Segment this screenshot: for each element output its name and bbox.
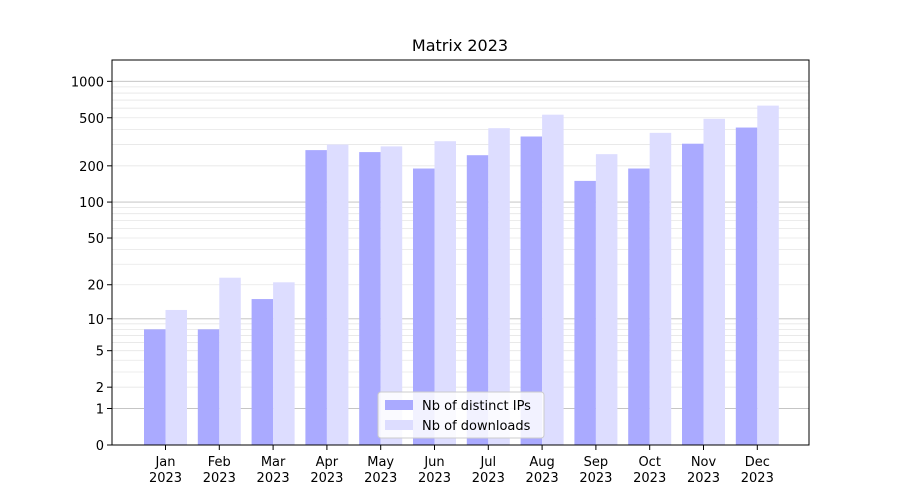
bar-distinct-ips <box>520 136 543 446</box>
x-tick-label-month: May <box>367 455 394 470</box>
bar-downloads <box>380 146 403 446</box>
bar-distinct-ips <box>305 150 327 446</box>
x-tick-label-month: Feb <box>208 455 231 470</box>
bar-downloads <box>542 114 564 446</box>
y-tick-label: 50 <box>87 232 104 247</box>
y-tick-label: 1000 <box>71 75 104 90</box>
x-tick-label-year: 2023 <box>687 471 720 486</box>
x-tick-label-year: 2023 <box>257 471 290 486</box>
plot-frame <box>111 59 810 446</box>
y-tick-label: 0 <box>96 439 104 454</box>
bar-downloads <box>649 132 672 445</box>
x-tick-label-year: 2023 <box>741 471 774 486</box>
bar-downloads <box>326 144 349 445</box>
y-tick-label: 500 <box>79 112 104 127</box>
bars <box>144 105 779 446</box>
bar-downloads <box>595 154 618 445</box>
legend-swatch <box>385 400 413 410</box>
x-tick-label-year: 2023 <box>526 471 559 486</box>
y-tick-label: 200 <box>79 160 104 175</box>
x-tick-label-year: 2023 <box>472 471 505 486</box>
bar-downloads <box>488 128 510 446</box>
bar-distinct-ips <box>682 143 704 445</box>
x-tick-label-year: 2023 <box>418 471 451 486</box>
x-tick-label-month: Jul <box>479 455 496 470</box>
bar-distinct-ips <box>466 155 489 446</box>
legend-label: Nb of downloads <box>422 419 531 434</box>
bar-distinct-ips <box>628 168 650 446</box>
legend-label: Nb of distinct IPs <box>422 399 531 414</box>
x-tick-label-month: Jun <box>423 455 444 470</box>
legend-box <box>377 391 545 439</box>
bar-downloads <box>219 277 241 445</box>
bar-distinct-ips <box>413 168 435 446</box>
x-tick-label-month: Sep <box>584 455 609 470</box>
y-tick-label: 5 <box>96 345 104 360</box>
bar-distinct-ips <box>359 152 381 445</box>
x-tick-label-month: Aug <box>529 455 554 470</box>
bar-downloads <box>703 118 725 446</box>
bar-downloads <box>273 282 295 445</box>
x-tick-label-year: 2023 <box>310 471 343 486</box>
y-tick-label: 1 <box>96 403 104 418</box>
bar-downloads <box>757 105 779 446</box>
x-tick-label-year: 2023 <box>203 471 236 486</box>
bar-distinct-ips <box>197 329 220 445</box>
y-axis: 0 1 2 5 10 20 50 100 200 500 1000 <box>71 75 112 454</box>
bar-distinct-ips <box>574 180 596 445</box>
chart-title: Matrix 2023 <box>412 36 508 55</box>
x-tick-label-year: 2023 <box>149 471 182 486</box>
bar-downloads <box>434 141 456 445</box>
x-tick-label-year: 2023 <box>633 471 666 486</box>
y-tick-label: 10 <box>87 313 104 328</box>
x-tick-label-month: Oct <box>638 455 660 470</box>
bar-downloads <box>165 309 187 445</box>
y-tick-label: 100 <box>79 196 104 211</box>
x-axis: Jan2023Feb2023Mar2023Apr2023May2023Jun20… <box>149 445 774 486</box>
x-tick-label-month: Mar <box>261 455 286 470</box>
bar-distinct-ips <box>251 299 274 445</box>
y-tick-label: 2 <box>96 381 104 396</box>
x-tick-label-month: Dec <box>745 455 770 470</box>
x-tick-label-month: Jan <box>154 455 175 470</box>
x-tick-label-year: 2023 <box>579 471 612 486</box>
bar-distinct-ips <box>144 329 166 445</box>
x-tick-label-month: Nov <box>691 455 717 470</box>
x-tick-label-month: Apr <box>316 455 339 470</box>
bar-distinct-ips <box>735 127 758 445</box>
x-tick-label-year: 2023 <box>364 471 397 486</box>
y-tick-label: 20 <box>87 279 104 294</box>
legend-swatch <box>385 420 413 430</box>
legend: Nb of distinct IPs Nb of downloads <box>377 391 545 439</box>
